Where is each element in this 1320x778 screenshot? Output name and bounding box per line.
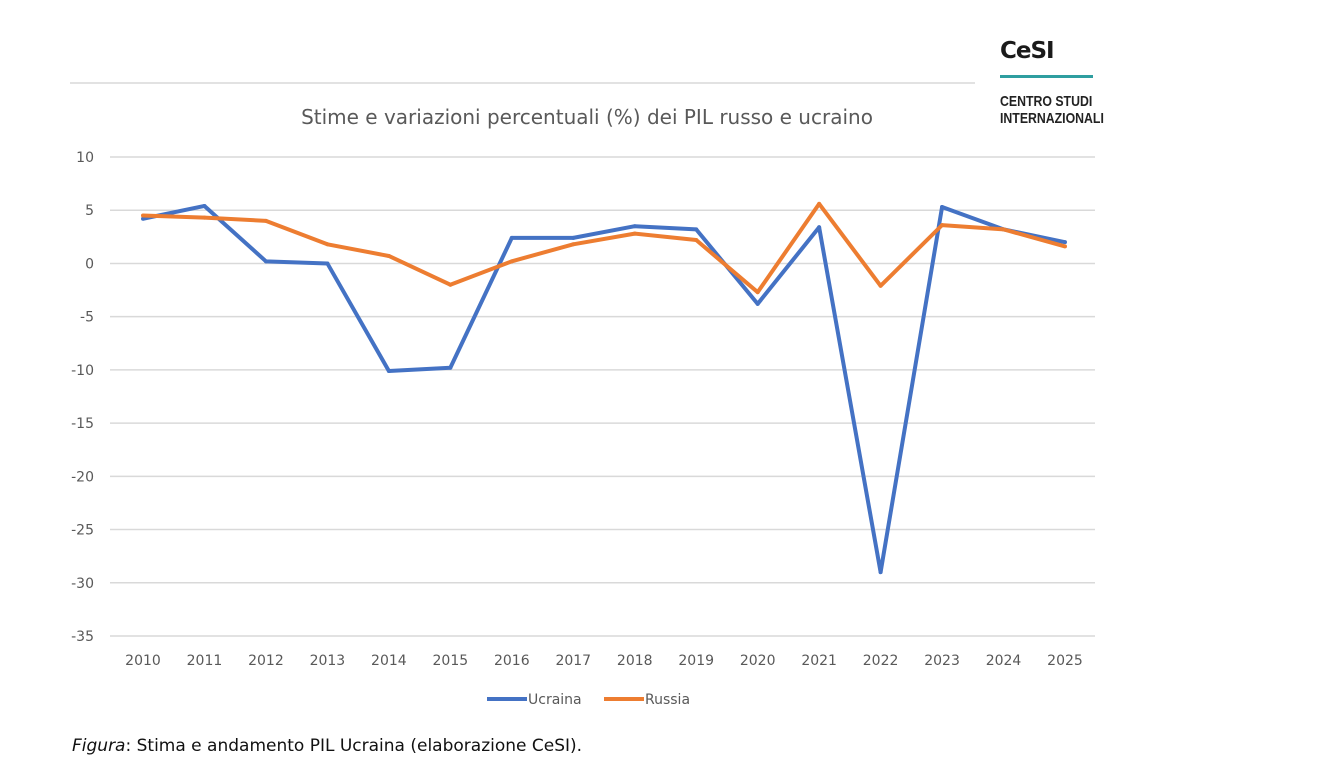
- cesi-logo: CeSI CENTRO STUDI INTERNAZIONALI: [1000, 38, 1104, 127]
- chart-title: Stime e variazioni percentuali (%) dei P…: [301, 105, 873, 129]
- logo-divider: [1000, 75, 1093, 78]
- data-point-russia: [263, 218, 268, 223]
- legend-label-russia: Russia: [645, 692, 690, 708]
- data-point-ucraina: [202, 203, 207, 208]
- y-tick-label: -30: [71, 576, 94, 592]
- data-point-russia: [202, 215, 207, 220]
- x-tick-label: 2020: [740, 653, 776, 669]
- x-tick-label: 2024: [986, 653, 1022, 669]
- data-point-ucraina: [509, 235, 514, 240]
- data-point-russia: [1001, 227, 1006, 232]
- data-point-ucraina: [571, 235, 576, 240]
- data-point-ucraina: [755, 301, 760, 306]
- data-point-russia: [509, 259, 514, 264]
- data-point-ucraina: [141, 216, 145, 221]
- data-point-russia: [694, 238, 699, 243]
- x-tick-label: 2022: [863, 653, 899, 669]
- y-tick-label: 10: [76, 150, 94, 166]
- data-point-russia: [817, 201, 822, 206]
- data-point-ucraina: [448, 365, 453, 370]
- series-line-russia: [142, 201, 1066, 295]
- x-tick-label: 2018: [617, 653, 653, 669]
- data-point-russia: [632, 231, 637, 236]
- data-point-russia: [448, 282, 453, 287]
- y-tick-label: -15: [71, 416, 94, 432]
- data-point-ucraina: [694, 227, 699, 232]
- caption-prefix: Figura: [72, 736, 126, 756]
- data-point-ucraina: [325, 261, 330, 266]
- x-tick-label: 2012: [248, 653, 284, 669]
- y-tick-label: -10: [71, 363, 94, 379]
- data-point-russia: [571, 242, 576, 247]
- legend-label-ucraina: Ucraina: [528, 692, 582, 708]
- caption-text: : Stima e andamento PIL Ucraina (elabora…: [125, 736, 583, 756]
- data-point-ucraina: [386, 368, 391, 373]
- data-point-ucraina: [940, 205, 945, 210]
- y-tick-label: -20: [71, 469, 94, 485]
- x-tick-label: 2016: [494, 653, 530, 669]
- data-point-ucraina: [632, 224, 637, 229]
- data-point-ucraina: [878, 570, 883, 575]
- y-tick-label: -5: [80, 310, 94, 326]
- logo-line1: CENTRO STUDI: [1000, 93, 1093, 110]
- data-point-russia: [755, 290, 760, 295]
- series-line-ucraina: [142, 203, 1066, 575]
- data-point-ucraina: [263, 259, 268, 264]
- x-tick-label: 2011: [187, 653, 223, 669]
- y-tick-label: -35: [71, 629, 94, 645]
- y-tick-label: 5: [85, 203, 94, 219]
- x-tick-label: 2019: [678, 653, 714, 669]
- x-tick-label: 2017: [555, 653, 591, 669]
- data-point-russia: [1063, 244, 1067, 249]
- y-tick-label: 0: [85, 256, 94, 272]
- x-tick-label: 2013: [310, 653, 346, 669]
- data-point-russia: [325, 242, 330, 247]
- data-point-ucraina: [1063, 240, 1067, 245]
- x-tick-label: 2025: [1047, 653, 1083, 669]
- data-point-ucraina: [817, 225, 822, 230]
- data-point-russia: [141, 213, 145, 218]
- logo-line2: INTERNAZIONALI: [1000, 110, 1104, 127]
- y-tick-label: -25: [71, 523, 94, 539]
- x-tick-label: 2015: [433, 653, 469, 669]
- logo-mark: CeSI: [1000, 38, 1055, 64]
- data-point-russia: [386, 253, 391, 258]
- x-tick-label: 2021: [801, 653, 837, 669]
- data-point-russia: [878, 283, 883, 288]
- data-point-russia: [940, 223, 945, 228]
- x-tick-label: 2010: [125, 653, 161, 669]
- x-tick-label: 2014: [371, 653, 407, 669]
- figure-caption: Figura: Stima e andamento PIL Ucraina (e…: [72, 736, 582, 756]
- x-tick-label: 2023: [924, 653, 960, 669]
